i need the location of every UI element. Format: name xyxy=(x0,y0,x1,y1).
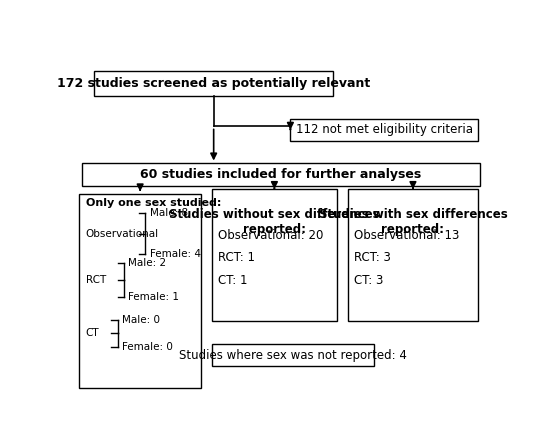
Text: RCT: RCT xyxy=(86,275,106,285)
Text: Male: 2: Male: 2 xyxy=(129,258,167,268)
Text: RCT: 3: RCT: 3 xyxy=(354,252,391,264)
FancyBboxPatch shape xyxy=(348,189,478,322)
Text: Observational: 20: Observational: 20 xyxy=(218,229,323,242)
Text: Observational: 13: Observational: 13 xyxy=(354,229,460,242)
Text: 112 not met eligibility criteria: 112 not met eligibility criteria xyxy=(296,124,472,136)
FancyBboxPatch shape xyxy=(290,119,478,141)
Text: 172 studies screened as potentially relevant: 172 studies screened as potentially rele… xyxy=(57,77,370,90)
FancyBboxPatch shape xyxy=(81,163,480,186)
FancyBboxPatch shape xyxy=(79,194,201,388)
Text: Female: 4: Female: 4 xyxy=(150,249,201,260)
Text: Female: 0: Female: 0 xyxy=(122,342,173,352)
Text: Studies with sex differences
reported:: Studies with sex differences reported: xyxy=(318,208,507,236)
Text: 60 studies included for further analyses: 60 studies included for further analyses xyxy=(140,168,421,181)
Text: Only one sex studied:: Only one sex studied: xyxy=(86,198,221,208)
Text: Studies where sex was not reported: 4: Studies where sex was not reported: 4 xyxy=(179,349,406,362)
FancyBboxPatch shape xyxy=(212,344,373,366)
Text: CT: 1: CT: 1 xyxy=(218,274,248,287)
FancyBboxPatch shape xyxy=(95,70,333,96)
Text: Studies without sex differences
reported:: Studies without sex differences reported… xyxy=(169,208,380,236)
Text: Observational: Observational xyxy=(86,229,159,239)
Text: CT: 3: CT: 3 xyxy=(354,274,384,287)
Text: RCT: 1: RCT: 1 xyxy=(218,252,255,264)
Text: Male: 8: Male: 8 xyxy=(150,208,188,218)
Text: Male: 0: Male: 0 xyxy=(122,315,160,325)
Text: Female: 1: Female: 1 xyxy=(129,292,179,302)
FancyBboxPatch shape xyxy=(212,189,337,322)
Text: CT: CT xyxy=(86,328,100,339)
